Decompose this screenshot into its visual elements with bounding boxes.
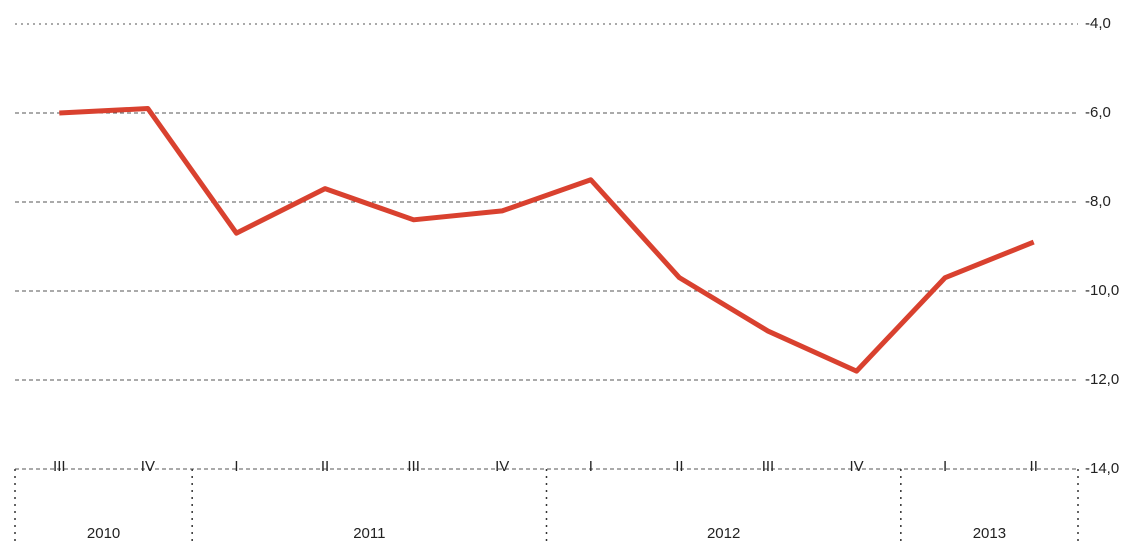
x-tick-label: III [53, 458, 66, 475]
y-tick-label: -8,0 [1085, 193, 1111, 210]
group-label: 2010 [87, 525, 120, 542]
x-tick-label: III [407, 458, 420, 475]
y-tick-label: -4,0 [1085, 15, 1111, 32]
x-tick-label: III [762, 458, 775, 475]
y-tick-label: -12,0 [1085, 371, 1119, 388]
line [59, 106, 1035, 374]
group-label: 2013 [973, 525, 1006, 542]
x-tick-label: I [234, 458, 238, 475]
x-tick-label: II [675, 458, 683, 475]
x-tick-label: II [1030, 458, 1038, 475]
x-tick-label: I [943, 458, 947, 475]
group-label: 2011 [353, 525, 385, 542]
x-tick-label: IV [141, 458, 155, 475]
group-label: 2012 [707, 525, 740, 542]
x-tick-label: IV [495, 458, 509, 475]
x-tick-label: II [321, 458, 329, 475]
x-tick-label: I [589, 458, 593, 475]
x-tick-label: IV [849, 458, 863, 475]
y-tick-label: -6,0 [1085, 104, 1111, 121]
y-tick-label: -10,0 [1085, 282, 1119, 299]
y-tick-label: -14,0 [1085, 460, 1119, 477]
